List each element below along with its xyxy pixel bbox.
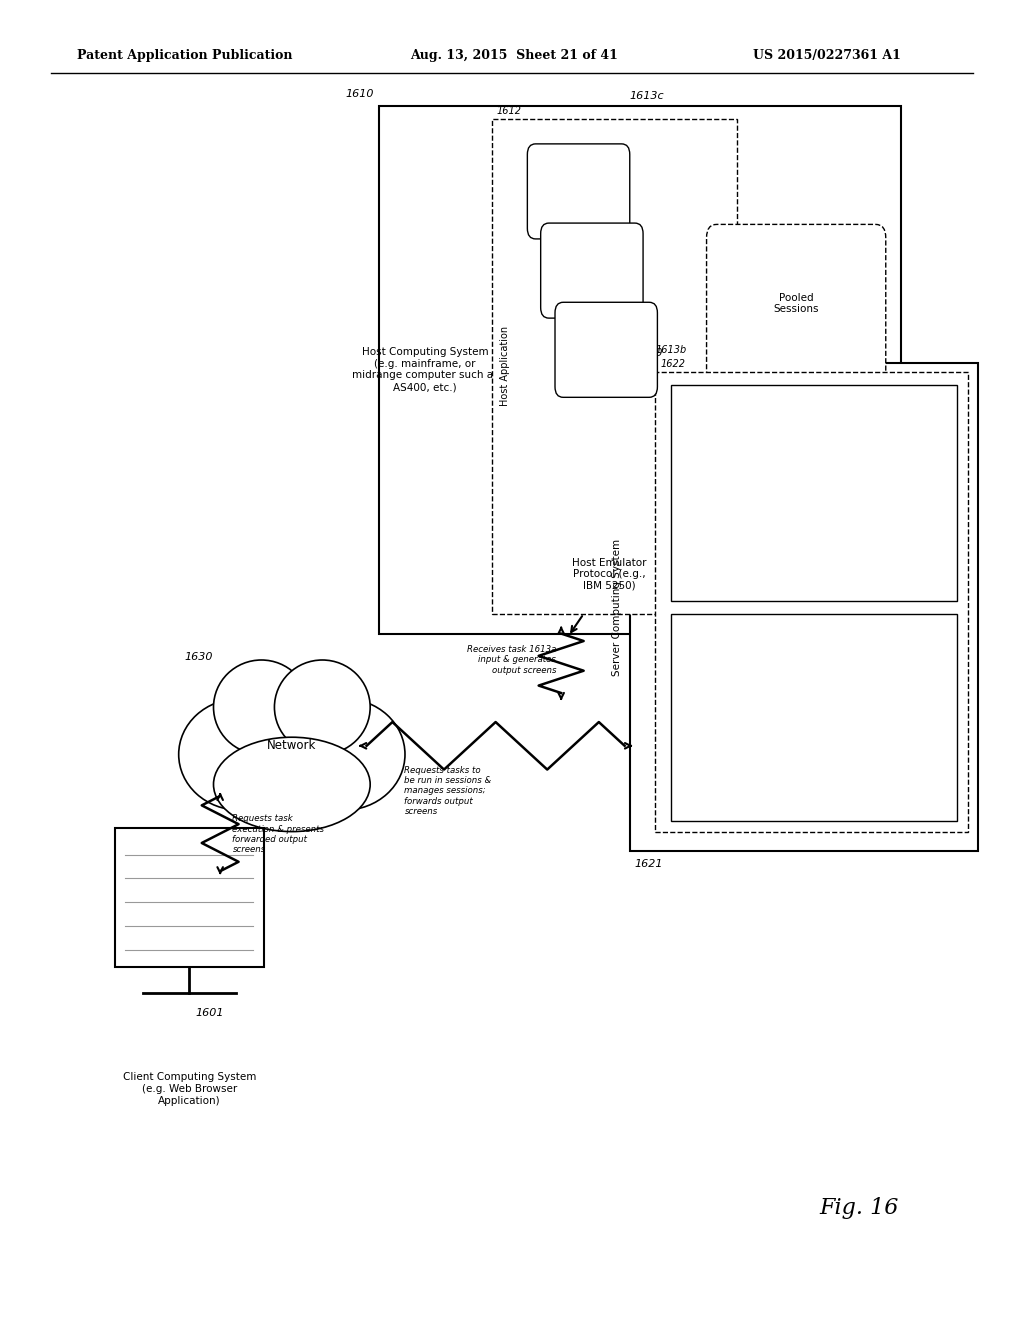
Text: US 2015/0227361 A1: US 2015/0227361 A1 xyxy=(753,49,900,62)
Text: 1620: 1620 xyxy=(635,348,664,359)
Text: Requests task
execution & presents
forwarded output
screens: Requests task execution & presents forwa… xyxy=(232,814,325,854)
Text: 1613b: 1613b xyxy=(655,345,687,355)
Text: Task: Task xyxy=(581,265,603,276)
Text: 1622: 1622 xyxy=(660,359,685,370)
Text: Emulation Services
Manager (ESM): Emulation Services Manager (ESM) xyxy=(761,482,867,504)
Text: 1613c: 1613c xyxy=(630,91,665,102)
Ellipse shape xyxy=(213,660,309,755)
Text: 1630: 1630 xyxy=(184,652,213,663)
Ellipse shape xyxy=(274,660,371,755)
FancyBboxPatch shape xyxy=(492,119,737,614)
Text: Pooled
Sessions: Pooled Sessions xyxy=(773,293,819,314)
Text: Network: Network xyxy=(267,739,316,752)
FancyBboxPatch shape xyxy=(671,614,957,821)
FancyBboxPatch shape xyxy=(707,224,886,383)
Ellipse shape xyxy=(178,698,301,810)
Text: Task: Task xyxy=(567,186,590,197)
Text: Host Emulator
Protocol (e.g.,
IBM 5250): Host Emulator Protocol (e.g., IBM 5250) xyxy=(572,557,646,591)
Text: Aug. 13, 2015  Sheet 21 of 41: Aug. 13, 2015 Sheet 21 of 41 xyxy=(410,49,617,62)
Ellipse shape xyxy=(283,698,404,810)
FancyBboxPatch shape xyxy=(115,829,264,966)
Text: Task: Task xyxy=(595,345,617,355)
Text: 1601: 1601 xyxy=(196,1007,224,1018)
Text: 1612: 1612 xyxy=(497,106,521,116)
FancyBboxPatch shape xyxy=(527,144,630,239)
FancyBboxPatch shape xyxy=(541,223,643,318)
FancyBboxPatch shape xyxy=(655,372,968,832)
Text: Host Computing System
(e.g. mainframe, or
midrange computer such as
AS400, etc.): Host Computing System (e.g. mainframe, o… xyxy=(351,347,499,392)
FancyBboxPatch shape xyxy=(555,302,657,397)
FancyBboxPatch shape xyxy=(379,106,901,634)
Ellipse shape xyxy=(213,737,371,832)
Text: 1610: 1610 xyxy=(345,88,374,99)
Text: 1621: 1621 xyxy=(635,859,664,870)
Text: Client Computing System
(e.g. Web Browser
Application): Client Computing System (e.g. Web Browse… xyxy=(123,1072,256,1106)
Text: Patent Application Publication: Patent Application Publication xyxy=(77,49,292,62)
Text: Server Computing System: Server Computing System xyxy=(612,539,623,676)
FancyBboxPatch shape xyxy=(630,363,978,851)
Text: 1615: 1615 xyxy=(722,375,746,385)
Ellipse shape xyxy=(205,681,379,810)
FancyBboxPatch shape xyxy=(671,385,957,601)
Text: Requests tasks to
be run in sessions &
manages sessions;
forwards output
screens: Requests tasks to be run in sessions & m… xyxy=(404,766,492,816)
Text: Host Application: Host Application xyxy=(500,326,510,407)
Text: Receives task 1613a
input & generates
output screens: Receives task 1613a input & generates ou… xyxy=(467,645,556,675)
Text: Fig. 16: Fig. 16 xyxy=(819,1197,899,1218)
Text: "Web"
Application
Server: "Web" Application Server xyxy=(783,701,845,734)
